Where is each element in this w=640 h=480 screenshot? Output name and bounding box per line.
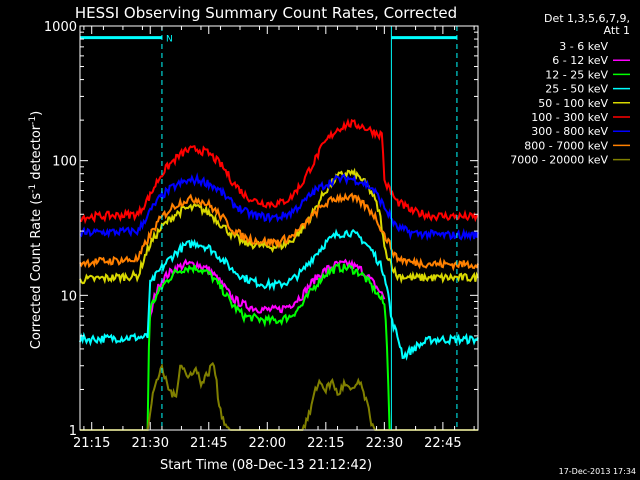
legend-label: 7000 - 20000 keV bbox=[510, 154, 608, 167]
legend-label: 3 - 6 keV bbox=[559, 40, 608, 53]
x-tick-label: 22:30 bbox=[366, 436, 403, 451]
legend-label: 12 - 25 keV bbox=[545, 68, 608, 81]
axes: 21:15 21:30 21:45 22:00 22:15 22:30 22:45 1 10 10… bbox=[44, 20, 479, 451]
x-axis-label: Start Time (08-Dec-13 21:12:42) bbox=[160, 458, 372, 473]
x-tick-label: 21:30 bbox=[132, 436, 169, 451]
chart-title: HESSI Observing Summary Count Rates, Cor… bbox=[75, 4, 457, 22]
y-tick-label: 10 bbox=[60, 289, 77, 304]
y-tick-label: 100 bbox=[52, 155, 77, 170]
series-line-800-7000-kev bbox=[79, 192, 479, 272]
y-axis-label: Corrected Count Rate (s-1 detector-1) bbox=[28, 111, 44, 349]
series-line-25-50-kev bbox=[79, 228, 479, 361]
legend-header-attenuator: Att 1 bbox=[604, 24, 630, 37]
y-tick-label: 1000 bbox=[44, 20, 77, 35]
series-line-6-12-kev bbox=[146, 258, 386, 339]
x-tick-label: 22:15 bbox=[307, 436, 344, 451]
night-markers: N bbox=[80, 26, 458, 430]
series-line-300-800-kev bbox=[79, 172, 479, 242]
series-line-3-6-kev bbox=[79, 289, 479, 426]
legend-label: 300 - 800 keV bbox=[531, 125, 608, 138]
night-marker-label: N bbox=[166, 35, 173, 45]
legend-header-detectors: Det 1,3,5,6,7,9, bbox=[544, 12, 630, 25]
legend-label: 50 - 100 keV bbox=[538, 97, 608, 110]
x-tick-label: 22:00 bbox=[249, 436, 286, 451]
plot-timestamp: 17-Dec-2013 17:34 bbox=[559, 467, 636, 476]
y-tick-label: 1 bbox=[69, 424, 77, 439]
series-line-100-300-kev bbox=[79, 117, 479, 225]
x-tick-label: 21:45 bbox=[190, 436, 227, 451]
x-tick-label: 22:45 bbox=[424, 436, 461, 451]
legend-label: 100 - 300 keV bbox=[531, 111, 608, 124]
legend-label: 25 - 50 keV bbox=[545, 83, 608, 96]
x-tick-label: 21:15 bbox=[73, 436, 110, 451]
legend-label: 800 - 7000 keV bbox=[524, 139, 608, 152]
legend-label: 6 - 12 keV bbox=[552, 54, 608, 67]
